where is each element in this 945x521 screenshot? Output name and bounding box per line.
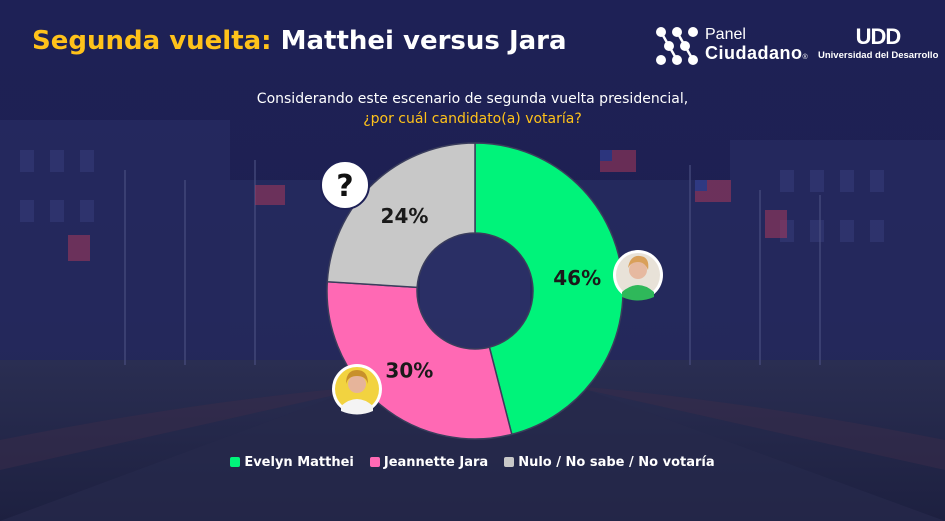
slice-label-1: 30% [385, 358, 433, 382]
chart-legend: Evelyn Matthei Jeannette Jara Nulo / No sa… [0, 455, 945, 470]
panel-ciudadano-logo: Panel Ciudadano® [655, 26, 815, 66]
donut-slice-0 [474, 142, 624, 436]
legend-item-0: Evelyn Matthei [230, 455, 354, 470]
udd-logo-name: Universidad del Desarrollo [818, 50, 939, 61]
question-mark-glyph: ? [336, 169, 353, 204]
question-line2: ¿por cuál candidato(a) votaría? [363, 111, 582, 127]
legend-label-1: Jeannette Jara [383, 455, 489, 470]
slice-label-2: 24% [381, 204, 429, 228]
slide-title: Segunda vuelta: Matthei versus Jara [32, 26, 567, 56]
panel-logo-line1: Panel [705, 26, 746, 43]
donut-slice-1 [326, 280, 513, 440]
title-highlight: Segunda vuelta: [32, 26, 272, 56]
panel-ciudadano-dots-icon [656, 27, 698, 65]
donut-slice-2 [326, 142, 476, 289]
legend-label-2: Nulo / No sabe / No votaría [518, 455, 715, 470]
avatar-jara [332, 364, 382, 415]
question-mark-icon: ? [320, 160, 370, 210]
question-line1: Considerando este escenario de segunda v… [256, 91, 689, 107]
legend-swatch-1 [369, 457, 380, 467]
udd-logo: UDD Universidad del Desarrollo [818, 26, 938, 66]
legend-item-2: Nulo / No sabe / No votaría [504, 455, 715, 470]
legend-item-1: Jeannette Jara [369, 455, 489, 470]
slice-label-0: 46% [553, 266, 601, 290]
avatar-matthei [613, 250, 663, 301]
registered-mark: ® [802, 54, 809, 61]
udd-logo-mark: UDD [855, 24, 902, 49]
legend-swatch-0 [230, 457, 241, 467]
survey-question: Considerando este escenario de segunda v… [0, 89, 945, 129]
legend-label-0: Evelyn Matthei [244, 455, 354, 470]
legend-swatch-2 [504, 457, 515, 467]
panel-logo-line2: Ciudadano [705, 43, 803, 63]
title-rest: Matthei versus Jara [280, 26, 567, 56]
